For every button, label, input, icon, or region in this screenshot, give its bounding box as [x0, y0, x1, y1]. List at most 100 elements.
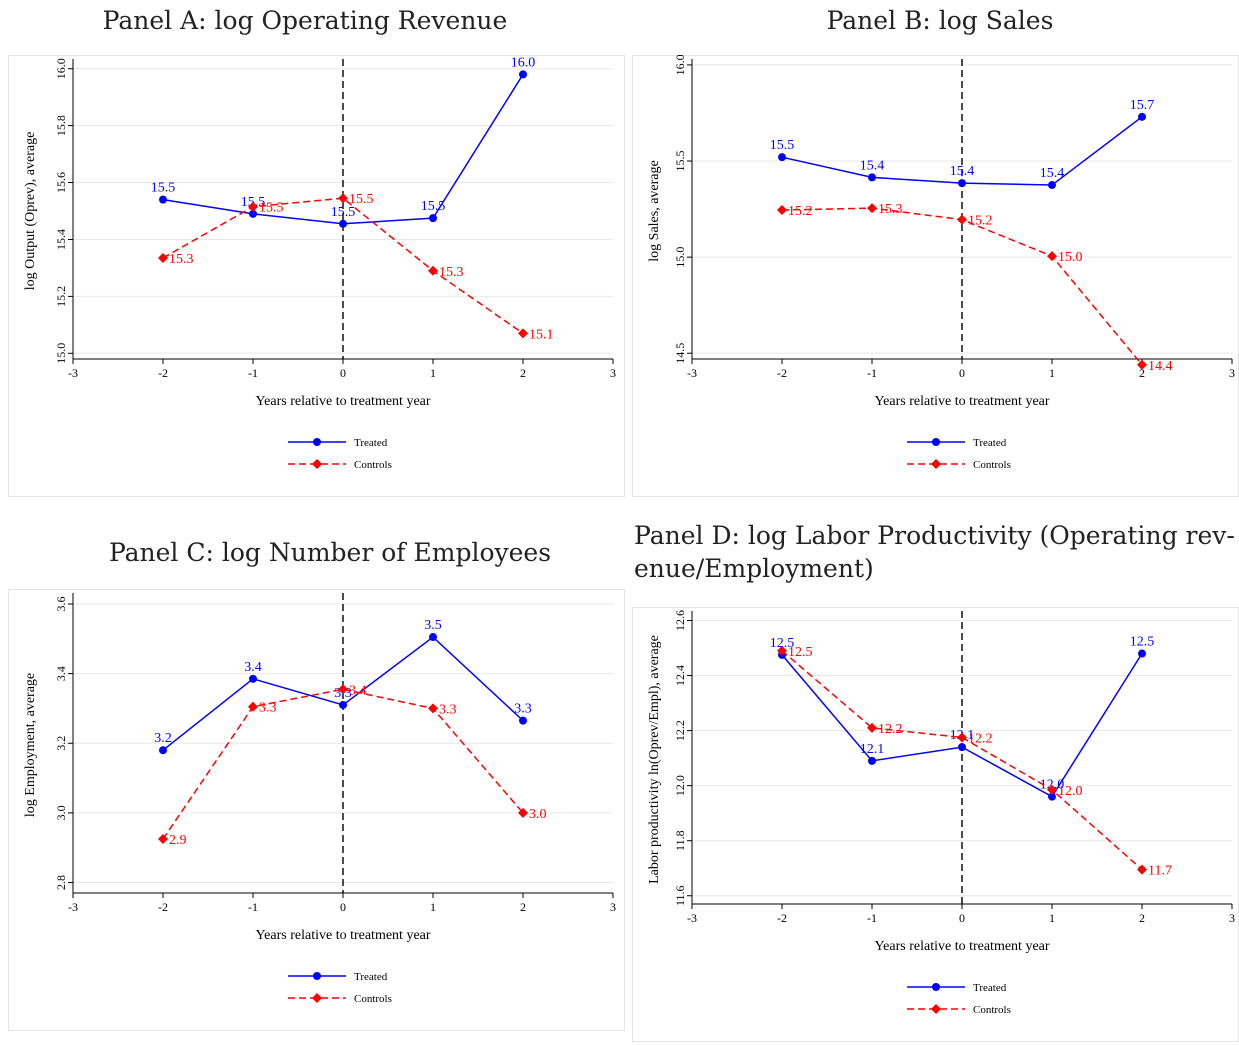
legend-marker: [313, 972, 321, 980]
y-axis-label: log Output (Oprev), average: [23, 132, 38, 291]
data-label: 12.5: [1130, 635, 1155, 650]
x-tick-label: 2: [520, 900, 526, 914]
data-label: 3.3: [514, 702, 532, 717]
data-label: 16.0: [511, 55, 536, 70]
legend-marker: [931, 459, 941, 469]
x-tick-label: -1: [248, 366, 258, 380]
data-label: 3.3: [439, 702, 457, 717]
x-tick-label: 0: [959, 366, 965, 380]
data-label: 3.2: [154, 731, 172, 746]
panel-c-title: Panel C: log Number of Employees: [108, 538, 552, 567]
data-point: [428, 265, 438, 276]
data-label: 15.0: [1058, 250, 1083, 265]
data-label: 3.0: [529, 807, 547, 822]
data-label: 15.5: [349, 192, 374, 207]
data-point: [519, 70, 527, 79]
panel-a-chart: 15.0 15.2 15.4 15.6 15.8 16.0 -3 -2 -1 0 1 2 3 Years …: [8, 55, 625, 497]
y-tick-label: 3.4: [54, 666, 68, 681]
x-axis-label: Years relative to treatment year: [255, 394, 430, 409]
x-tick-label: 3: [610, 900, 616, 914]
x-axis-label: Years relative to treatment year: [874, 394, 1049, 409]
data-label: 12.5: [770, 636, 795, 651]
x-tick-label: -2: [158, 900, 168, 914]
panel-frame: [8, 55, 625, 497]
legend-marker: [932, 438, 940, 446]
y-tick-label: 15.0: [54, 343, 68, 364]
data-label: 3.3: [259, 701, 277, 716]
data-label: 15.4: [1040, 166, 1065, 181]
x-tick-label: 0: [959, 911, 965, 925]
series-line-controls: [162, 688, 524, 840]
legend-label: Controls: [973, 1004, 1011, 1016]
data-point: [249, 209, 257, 218]
data-point: [867, 203, 877, 214]
data-point: [1138, 649, 1146, 658]
data-label: 15.2: [788, 204, 813, 219]
data-point: [1137, 864, 1147, 875]
data-label: 15.5: [151, 181, 176, 196]
x-tick-label: 0: [340, 366, 346, 380]
panel-c-chart: 2.8 3.0 3.2 3.4 3.6 -3 -2 -1 0 1 2 3 Years relative …: [8, 589, 625, 1031]
data-point: [867, 722, 877, 733]
x-tick-label: 1: [430, 900, 436, 914]
data-label: 12.1: [860, 742, 885, 757]
data-label: 14.4: [1148, 359, 1173, 374]
data-point: [429, 633, 437, 642]
data-label: 15.2: [968, 214, 993, 229]
data-point: [339, 700, 347, 709]
y-tick-label: 11.6: [673, 885, 687, 906]
data-label: 15.5: [331, 205, 356, 220]
y-tick-label: 15.0: [673, 247, 687, 268]
legend-label: Treated: [973, 437, 1007, 449]
x-tick-label: -3: [687, 366, 697, 380]
data-point: [158, 252, 168, 263]
data-point: [159, 746, 167, 755]
y-axis-label: log Sales, average: [647, 160, 662, 261]
y-tick-label: 2.8: [54, 875, 68, 890]
legend-label: Treated: [973, 982, 1007, 994]
y-tick-label: 12.2: [673, 720, 687, 741]
data-point: [158, 834, 168, 845]
data-label: 12.5: [788, 645, 813, 660]
legend-marker: [313, 438, 321, 446]
legend-label: Controls: [354, 993, 392, 1005]
x-tick-label: 0: [340, 900, 346, 914]
data-label: 3.4: [349, 683, 367, 698]
data-label: 12.0: [1058, 784, 1083, 799]
x-tick-label: -2: [777, 911, 787, 925]
data-point: [518, 807, 528, 818]
data-point: [428, 703, 438, 714]
data-label: 12.2: [878, 722, 903, 737]
x-tick-label: -1: [867, 366, 877, 380]
data-point: [1048, 792, 1056, 801]
legend-marker: [312, 459, 322, 469]
data-label: 15.4: [950, 164, 975, 179]
data-label: 3.4: [244, 660, 262, 675]
data-point: [1047, 251, 1057, 262]
x-tick-label: 3: [1229, 366, 1235, 380]
data-label: 15.5: [259, 201, 284, 216]
y-tick-label: 15.2: [54, 286, 68, 307]
x-axis-label: Years relative to treatment year: [874, 939, 1049, 954]
y-tick-label: 3.2: [54, 736, 68, 751]
x-tick-label: 1: [1049, 911, 1055, 925]
y-axis-label: Labor productivity ln(Oprev/Empl), avera…: [647, 635, 662, 884]
data-point: [958, 179, 966, 188]
data-point: [248, 701, 258, 712]
data-point: [777, 205, 787, 216]
y-tick-label: 3.0: [54, 805, 68, 820]
y-tick-label: 15.6: [54, 172, 68, 193]
data-label: 2.9: [169, 833, 187, 848]
data-label: 15.4: [860, 158, 885, 173]
data-point: [159, 195, 167, 204]
data-point: [518, 328, 528, 339]
data-label: 12.2: [968, 731, 993, 746]
x-tick-label: 1: [1049, 366, 1055, 380]
data-label: 15.7: [1130, 98, 1155, 113]
legend-marker: [931, 1004, 941, 1014]
data-point: [1137, 359, 1147, 370]
data-point: [1138, 112, 1146, 121]
data-point: [778, 153, 786, 162]
y-tick-label: 3.6: [54, 596, 68, 611]
data-point: [519, 716, 527, 725]
